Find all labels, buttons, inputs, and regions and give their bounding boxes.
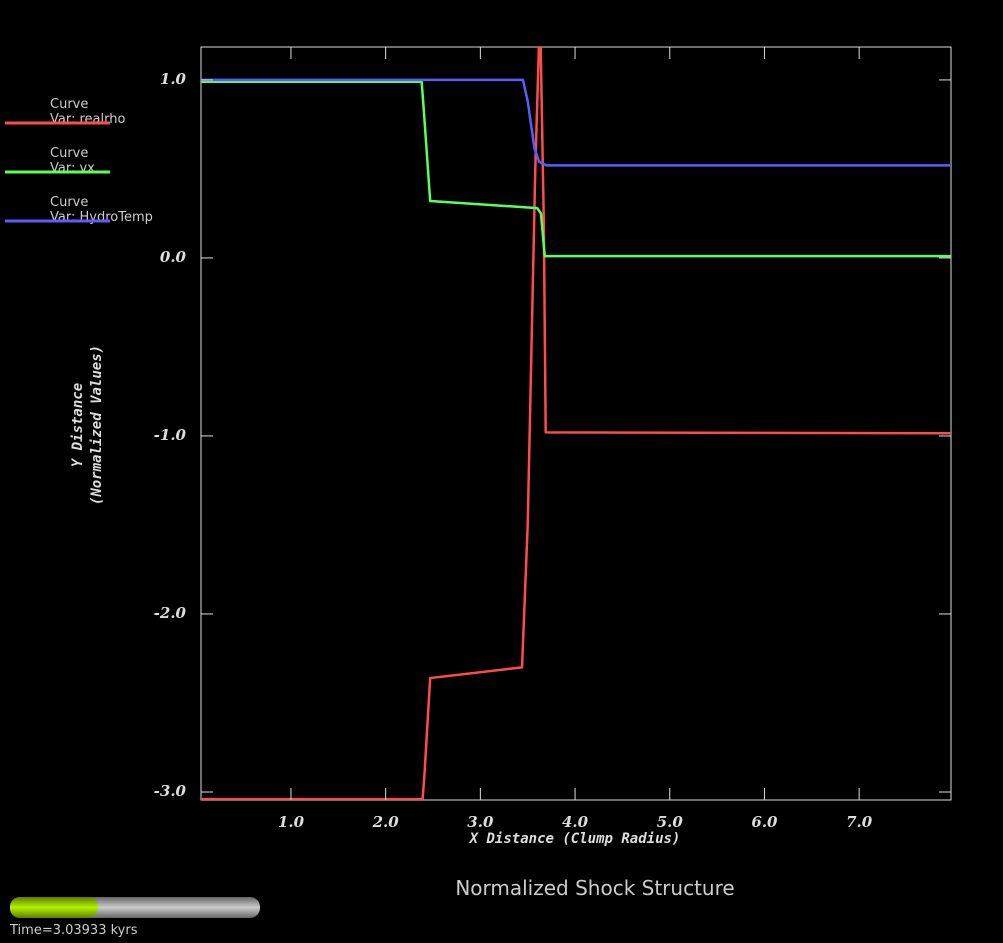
time-label: Time=3.03933 kyrs: [9, 923, 138, 938]
x-axis-title: X Distance (Clump Radius): [469, 831, 681, 847]
x-tick-label: 5.0: [657, 813, 684, 831]
y-axis-title-line: Y Distance: [70, 383, 86, 467]
legend-heading: Curve: [50, 97, 88, 112]
x-tick-label: 6.0: [751, 813, 778, 831]
legend-heading: Curve: [50, 146, 88, 161]
y-axis-title: Y Distance (Normalized Values): [70, 345, 105, 505]
y-tick-label: -3.0: [154, 782, 187, 800]
chart-title: Normalized Shock Structure: [455, 876, 734, 900]
legend-label: Var: HydroTemp: [50, 210, 153, 225]
y-tick-label: -2.0: [154, 604, 187, 622]
series-line: [201, 47, 951, 800]
y-tick-label: 0.0: [160, 248, 187, 266]
series-line: [201, 78, 951, 167]
time-slider-progress: [10, 897, 98, 918]
plot-area: [201, 47, 951, 800]
legend-heading: Curve: [50, 195, 88, 210]
y-axis-title-line: (Normalized Values): [89, 345, 105, 505]
y-tick-label: 1.0: [160, 70, 187, 88]
x-tick-label: 3.0: [467, 813, 494, 831]
y-tick-label: -1.0: [154, 426, 187, 444]
x-tick-label: 2.0: [372, 813, 400, 831]
x-tick-label: 4.0: [562, 813, 589, 831]
legend-label: Var: realrho: [50, 112, 125, 127]
x-tick-label: 1.0: [278, 813, 305, 831]
plot-frame: [200, 46, 952, 801]
x-tick-label: 7.0: [846, 813, 873, 831]
series-line: [201, 80, 951, 258]
legend-label: Var: vx: [50, 161, 95, 176]
